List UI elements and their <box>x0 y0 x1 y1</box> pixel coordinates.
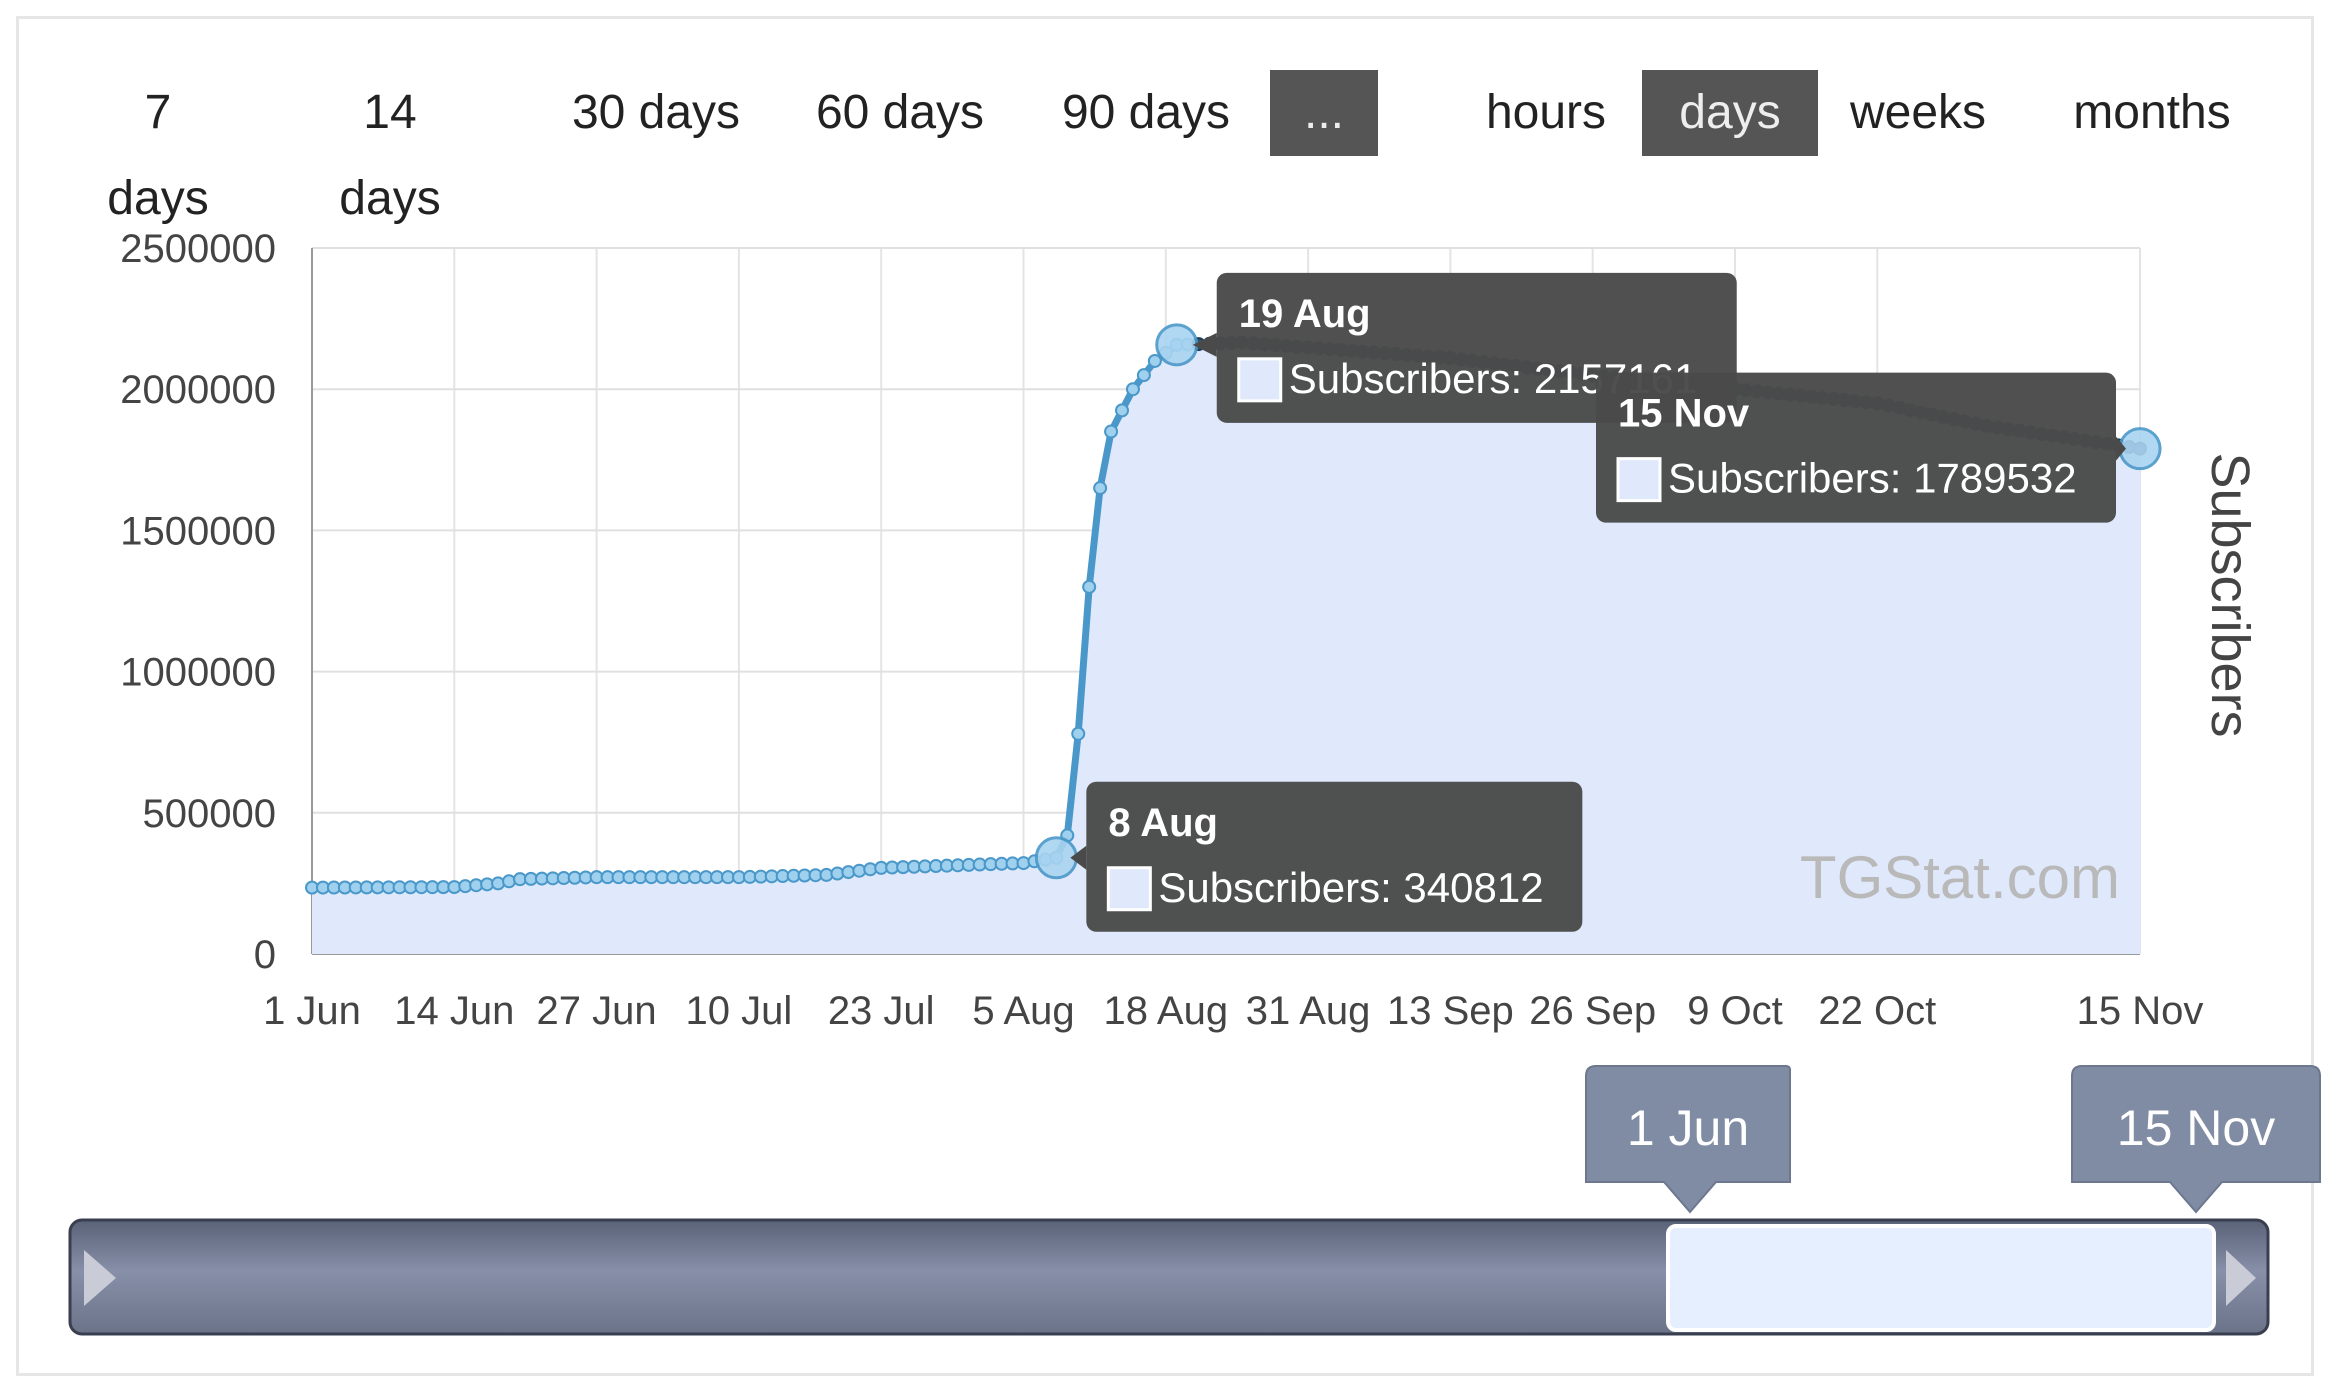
period-14-days-button[interactable]: 14 days <box>339 86 441 225</box>
y-tick-label: 1500000 <box>120 509 276 553</box>
x-tick-label: 9 Oct <box>1687 989 1783 1033</box>
y-tick-label: 2500000 <box>120 227 276 271</box>
highlighted-point[interactable] <box>1155 323 1199 367</box>
tooltip-pointer <box>2116 436 2126 461</box>
unit-days-button[interactable]: days <box>1642 70 1818 156</box>
tooltip-title: 15 Nov <box>1618 392 1750 436</box>
y-axis-ticks: 0 500000 1000000 1500000 2000000 2500000 <box>120 227 276 977</box>
x-tick-label: 18 Aug <box>1104 989 1229 1033</box>
data-point[interactable] <box>1071 726 1086 741</box>
data-point[interactable] <box>1136 368 1151 383</box>
period-7-days-button[interactable]: 7 days <box>107 86 209 225</box>
legend-swatch <box>1616 457 1662 503</box>
range-start-label: 1 Jun <box>1627 1100 1749 1156</box>
period-90-days-button[interactable]: 90 days <box>1061 86 1231 139</box>
y-tick-label: 0 <box>254 933 276 977</box>
tooltip-value: Subscribers: 340812 <box>1158 864 1543 911</box>
y-tick-label: 1000000 <box>120 651 276 695</box>
x-axis-ticks: 1 Jun 14 Jun 27 Jun 10 Jul 23 Jul 5 Aug 18 Aug… <box>263 989 2203 1033</box>
x-tick-label: 5 Aug <box>972 989 1074 1033</box>
x-tick-label: 15 Nov <box>2077 989 2204 1033</box>
tooltip-box <box>1596 372 2116 523</box>
data-point[interactable] <box>502 874 517 889</box>
data-point[interactable] <box>1115 403 1130 418</box>
range-start-handle[interactable]: 1 Jun <box>1585 1065 1791 1214</box>
watermark: TGStat.com <box>1800 844 2120 911</box>
tooltip-title: 19 Aug <box>1239 292 1371 336</box>
tooltip-pointer <box>1070 845 1087 870</box>
legend-swatch <box>1106 866 1152 912</box>
x-tick-label: 31 Aug <box>1246 989 1371 1033</box>
x-tick-label: 26 Sep <box>1529 989 1656 1033</box>
x-tick-label: 10 Jul <box>686 989 793 1033</box>
data-point[interactable] <box>1082 579 1097 594</box>
data-point[interactable] <box>1104 424 1119 439</box>
scroll-right-icon[interactable] <box>2226 1250 2256 1306</box>
unit-hours-button[interactable]: hours <box>1485 86 1607 139</box>
tooltip-pointer <box>1192 332 1217 357</box>
y-tick-label: 2000000 <box>120 368 276 412</box>
x-tick-label: 13 Sep <box>1387 989 1514 1033</box>
period-custom-button[interactable]: ... <box>1270 70 1378 156</box>
y-axis-label: Subscribers <box>2200 452 2260 737</box>
period-60-days-button[interactable]: 60 days <box>815 86 985 139</box>
unit-weeks-button[interactable]: weeks <box>1849 86 1987 139</box>
x-tick-label: 14 Jun <box>394 989 514 1033</box>
legend-swatch <box>1237 357 1283 403</box>
x-tick-label: 1 Jun <box>263 989 361 1033</box>
scroll-left-icon[interactable] <box>84 1250 116 1306</box>
x-tick-label: 23 Jul <box>828 989 935 1033</box>
range-navigator[interactable] <box>68 1218 2270 1336</box>
x-tick-label: 22 Oct <box>1818 989 1936 1033</box>
navigator-selected-window[interactable] <box>1666 1224 2216 1332</box>
tooltip-box <box>1086 781 1583 932</box>
data-point[interactable] <box>1125 382 1140 397</box>
tooltip: 15 Nov Subscribers: 1789532 <box>1596 372 2126 523</box>
x-tick-label: 27 Jun <box>537 989 657 1033</box>
tooltip-title: 8 Aug <box>1108 801 1218 845</box>
data-point[interactable] <box>1093 481 1108 496</box>
range-end-label: 15 Nov <box>2117 1100 2275 1156</box>
data-point[interactable] <box>1147 353 1162 368</box>
range-end-handle[interactable]: 15 Nov <box>2071 1065 2321 1214</box>
tooltip: 8 Aug Subscribers: 340812 <box>1070 781 1583 932</box>
data-point[interactable] <box>491 876 506 891</box>
tooltip-value: Subscribers: 1789532 <box>1668 455 2077 502</box>
y-tick-label: 500000 <box>143 792 276 836</box>
unit-months-button[interactable]: months <box>2073 86 2231 139</box>
period-30-days-button[interactable]: 30 days <box>571 86 741 139</box>
